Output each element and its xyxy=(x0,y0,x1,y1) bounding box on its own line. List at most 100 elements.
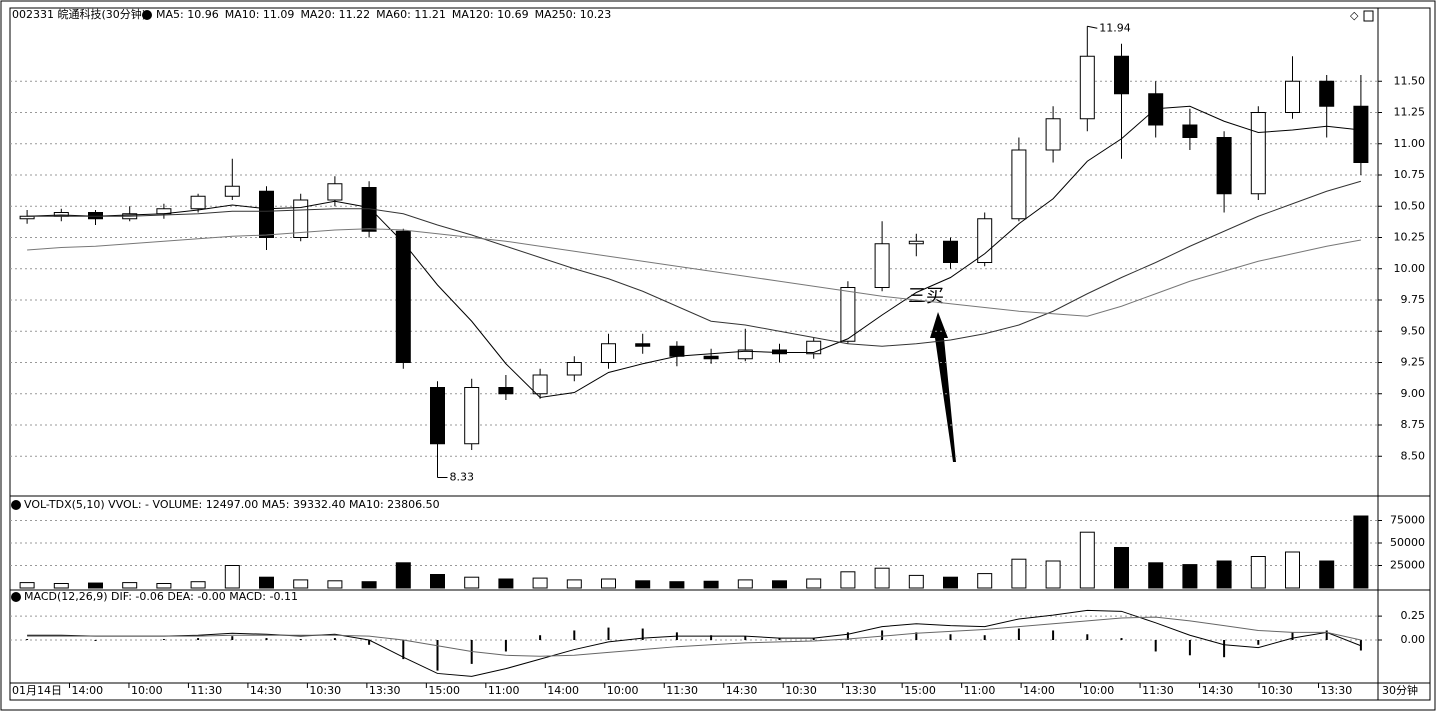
x-tick-label: 15:00 xyxy=(904,684,936,697)
candle-body xyxy=(943,240,958,263)
volume-bar xyxy=(943,576,958,589)
volume-bar xyxy=(874,567,890,589)
period-label: 30分钟 xyxy=(1382,683,1418,697)
candle-body xyxy=(327,183,343,201)
volume-bar xyxy=(498,578,514,589)
arrow xyxy=(930,312,956,462)
icon xyxy=(1363,10,1374,22)
y-tick-label: 9.25 xyxy=(1401,356,1426,369)
chart-title: 002331 皖通科技(30分钟) xyxy=(12,7,146,21)
y-tick-label: 0.00 xyxy=(1401,633,1426,646)
x-tick-label: 01月14日 xyxy=(12,684,62,697)
y-tick-label: 11.25 xyxy=(1394,106,1426,119)
candle-body xyxy=(430,387,445,445)
volume-bar xyxy=(1148,562,1164,589)
x-tick-label: 15:00 xyxy=(428,684,460,697)
ma-label: MA20: 11.22 xyxy=(300,8,370,21)
y-tick-label: 10.25 xyxy=(1394,231,1426,244)
x-tick-label: 11:30 xyxy=(190,684,222,697)
icon: ◇ xyxy=(1350,9,1359,22)
candle-body xyxy=(1285,80,1300,113)
volume-bar xyxy=(1319,560,1335,589)
panel-frame xyxy=(9,7,1431,701)
y-tick-label: 10.00 xyxy=(1394,262,1426,275)
dea-line xyxy=(27,616,1362,657)
y-tick-label: 10.50 xyxy=(1394,199,1426,212)
volume-bar xyxy=(1045,560,1061,589)
volume-bar xyxy=(259,576,274,589)
y-tick-label: 8.75 xyxy=(1401,418,1426,431)
ma-line xyxy=(27,105,1361,399)
candle-body xyxy=(1353,105,1369,163)
volume-bar xyxy=(327,580,343,589)
volume-bar xyxy=(908,574,924,589)
candle-body xyxy=(1011,149,1027,220)
x-tick-label: 13:30 xyxy=(1321,684,1353,697)
volume-bar xyxy=(806,578,822,589)
volume-bar xyxy=(1285,551,1300,589)
x-tick-label: 14:30 xyxy=(1202,684,1234,697)
volume-bar xyxy=(1250,556,1266,589)
x-tick-label: 13:30 xyxy=(369,684,401,697)
y-tick-label: 9.00 xyxy=(1401,387,1426,400)
volume-bar xyxy=(737,579,753,589)
y-tick-label: 11.00 xyxy=(1394,137,1426,150)
volume-bar xyxy=(532,577,548,589)
volume-bar xyxy=(122,582,138,589)
candle-body xyxy=(224,185,240,197)
candle-body xyxy=(977,218,993,263)
volume-header: VOL-TDX(5,10) VVOL: - VOLUME: 12497.00 M… xyxy=(24,498,440,511)
x-tick-label: 10:00 xyxy=(1083,684,1115,697)
volume-bar xyxy=(88,582,103,589)
x-tick-label: 10:30 xyxy=(309,684,341,697)
high-pointer xyxy=(1087,25,1098,29)
candle-body xyxy=(1216,137,1232,195)
x-tick-label: 11:00 xyxy=(964,684,996,697)
y-tick-label: 9.50 xyxy=(1401,324,1426,337)
volume-bar xyxy=(361,581,377,589)
candle-body xyxy=(840,287,856,342)
y-tick-label: 8.50 xyxy=(1401,449,1426,462)
volume-bar xyxy=(772,580,787,589)
candle-body xyxy=(908,240,924,245)
y-tick-label: 50000 xyxy=(1390,536,1425,549)
volume-bar xyxy=(1182,564,1198,589)
x-tick-label: 11:30 xyxy=(666,684,698,697)
macd-header: MACD(12,26,9) DIF: -0.06 DEA: -0.00 MACD… xyxy=(24,590,298,603)
annotation: 三买 xyxy=(908,286,944,307)
volume-bar xyxy=(1216,560,1232,589)
candle-body xyxy=(498,387,514,395)
volume-bar xyxy=(601,578,616,589)
candle-body xyxy=(395,230,411,363)
volume-bar xyxy=(430,574,445,589)
candle-body xyxy=(806,340,822,355)
x-tick-label: 14:30 xyxy=(250,684,282,697)
low-label: 8.33 xyxy=(450,471,475,484)
candle-body xyxy=(1079,55,1095,120)
volume-bar xyxy=(464,576,480,589)
x-tick-label: 14:30 xyxy=(726,684,758,697)
volume-bar xyxy=(1011,558,1027,589)
volume-bar xyxy=(840,571,856,589)
y-tick-label: 10.75 xyxy=(1394,168,1426,181)
candle-body xyxy=(566,362,582,376)
ma-label: MA120: 10.69 xyxy=(452,8,529,21)
volume-bar xyxy=(703,580,719,589)
candle-body xyxy=(190,195,206,210)
volume-bar xyxy=(53,583,69,589)
y-tick-label: 25000 xyxy=(1390,559,1425,572)
volume-bar xyxy=(635,580,651,589)
x-tick-label: 14:00 xyxy=(1023,684,1055,697)
volume-bar xyxy=(224,565,240,589)
candle-body xyxy=(1319,80,1335,107)
volume-bar xyxy=(977,573,993,589)
candle-body xyxy=(1045,118,1061,151)
candle-body xyxy=(1182,124,1198,138)
x-tick-label: 11:00 xyxy=(488,684,520,697)
icon xyxy=(142,10,152,20)
candle-body xyxy=(874,243,890,288)
volume-bar xyxy=(1079,531,1095,589)
volume-bar xyxy=(566,579,582,589)
high-label: 11.94 xyxy=(1099,21,1131,34)
